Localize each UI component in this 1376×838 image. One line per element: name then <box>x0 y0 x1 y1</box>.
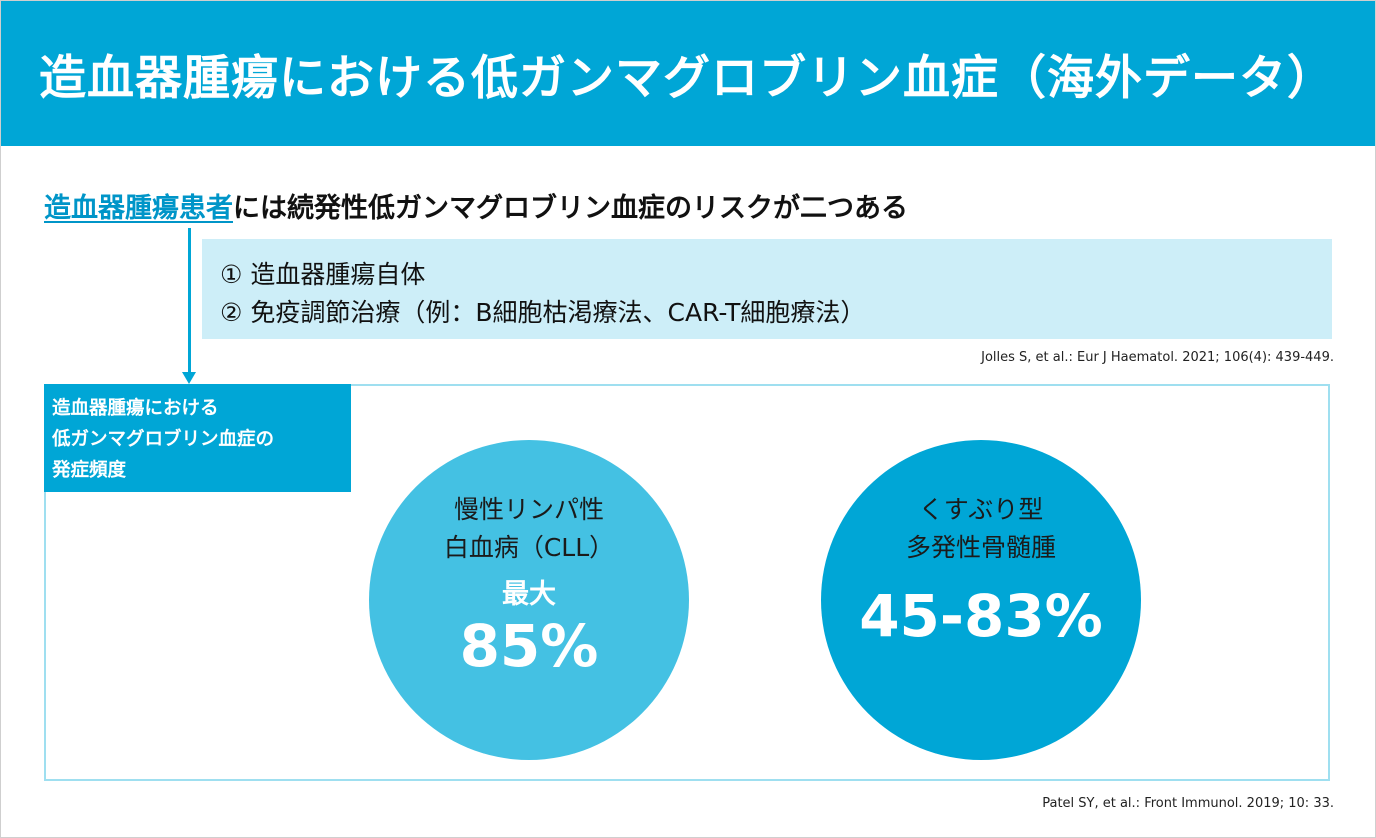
cll-value: 85% <box>459 612 599 680</box>
smm-incidence-circle: くすぶり型 多発性骨髄腫 45-83% <box>821 440 1141 760</box>
incidence-panel <box>44 384 1330 781</box>
citation-jolles: Jolles S, et al.: Eur J Haematol. 2021; … <box>981 350 1334 365</box>
down-arrow-icon <box>182 372 196 384</box>
cll-name-line-1: 慢性リンパ性 <box>453 495 604 524</box>
panel-label-line-2: 低ガンマグロブリン血症の <box>52 429 275 450</box>
cll-name-line-2: 白血病（CLL） <box>443 533 615 562</box>
risk-list-box: ① 造血器腫瘍自体 ② 免疫調節治療（例：B細胞枯渇療法、CAR-T細胞療法） <box>202 239 1332 339</box>
cll-qualifier: 最大 <box>502 579 556 610</box>
panel-label-line-3: 発症頻度 <box>52 460 127 481</box>
smm-name-line-1: くすぶり型 <box>918 495 1044 524</box>
risk-item-2: ② 免疫調節治療（例：B細胞枯渇療法、CAR-T細胞療法） <box>220 298 866 327</box>
smm-value: 45-83% <box>859 582 1103 650</box>
lead-text: には続発性低ガンマグロブリン血症のリスクが二つある <box>233 193 908 224</box>
smm-name-line-2: 多発性骨髄腫 <box>905 533 1056 562</box>
connector-arrow-line <box>188 228 191 374</box>
lead-link[interactable]: 造血器腫瘍患者 <box>44 193 233 224</box>
header-banner: 造血器腫瘍における低ガンマグロブリン血症（海外データ） <box>1 1 1375 146</box>
incidence-panel-label: 造血器腫瘍における 低ガンマグロブリン血症の 発症頻度 <box>44 384 351 492</box>
citation-patel: Patel SY, et al.: Front Immunol. 2019; 1… <box>1042 796 1334 811</box>
page-title: 造血器腫瘍における低ガンマグロブリン血症（海外データ） <box>39 51 1335 106</box>
cll-incidence-circle: 慢性リンパ性 白血病（CLL） 最大 85% <box>369 440 689 760</box>
panel-label-line-1: 造血器腫瘍における <box>52 398 219 419</box>
lead-statement: 造血器腫瘍患者には続発性低ガンマグロブリン血症のリスクが二つある <box>44 186 908 225</box>
risk-item-1: ① 造血器腫瘍自体 <box>220 260 426 289</box>
